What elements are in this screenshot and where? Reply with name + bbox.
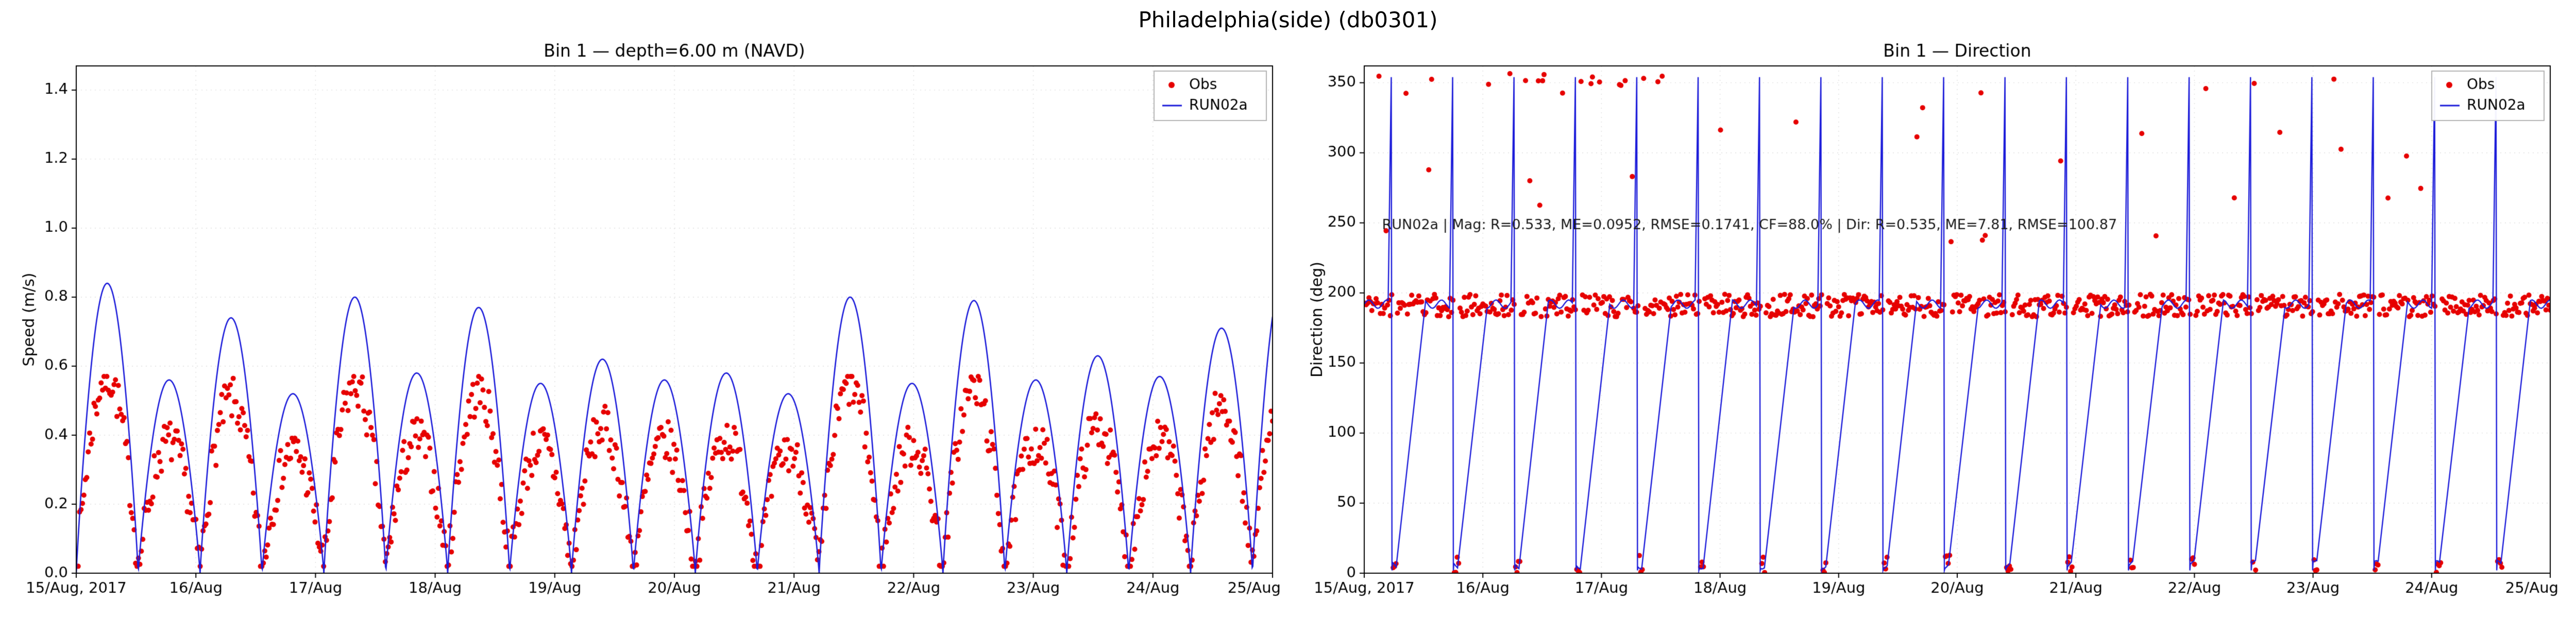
direction-chart bbox=[1303, 36, 2561, 610]
speed-chart-canvas bbox=[15, 36, 1283, 610]
figure-title: Philadelphia(side) (db0301) bbox=[1138, 7, 1438, 32]
direction-chart-canvas bbox=[1303, 36, 2561, 610]
speed-chart bbox=[15, 36, 1283, 610]
charts-row bbox=[0, 36, 2576, 610]
